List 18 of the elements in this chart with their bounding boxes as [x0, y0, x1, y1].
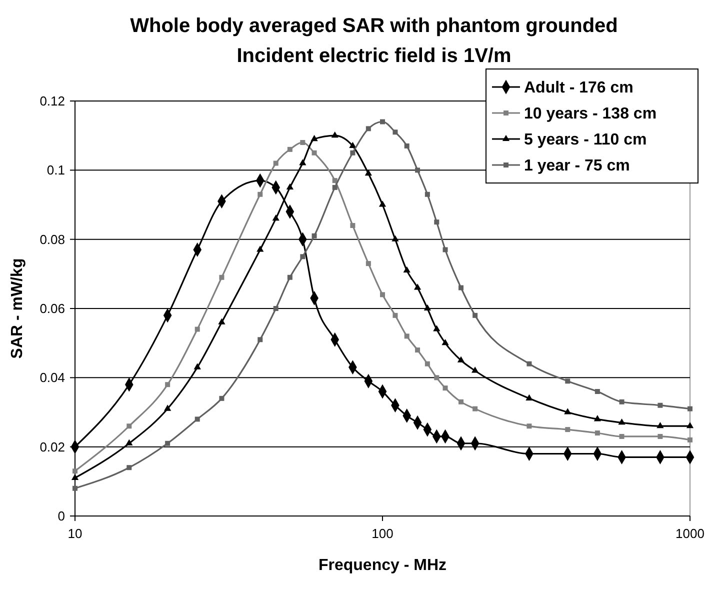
y-tick-label: 0.1: [46, 162, 65, 178]
legend-label: 5 years - 110 cm: [524, 132, 647, 149]
y-tick-label: 0.02: [40, 439, 65, 454]
y-axis-title: SAR - mW/kg: [9, 258, 26, 359]
y-tick-label: 0: [58, 508, 65, 524]
legend-label: 1 year - 75 cm: [524, 158, 630, 175]
y-tick-label: 0.08: [40, 232, 65, 247]
x-tick-label: 1000: [676, 526, 704, 541]
chart-title: Whole body averaged SAR with phantom grounded: [130, 15, 618, 37]
legend-label: 10 years - 138 cm: [524, 106, 657, 123]
y-tick-label: 0.12: [40, 94, 65, 109]
y-tick-label: 0.04: [40, 370, 65, 386]
x-tick-label: 100: [372, 526, 394, 541]
legend-label: Adult - 176 cm: [524, 80, 634, 97]
chart-subtitle: Incident electric field is 1V/m: [236, 45, 512, 67]
x-axis-title: Frequency - MHz: [318, 557, 447, 574]
x-tick-label: 10: [68, 526, 82, 541]
y-tick-label: 0.06: [40, 301, 65, 316]
